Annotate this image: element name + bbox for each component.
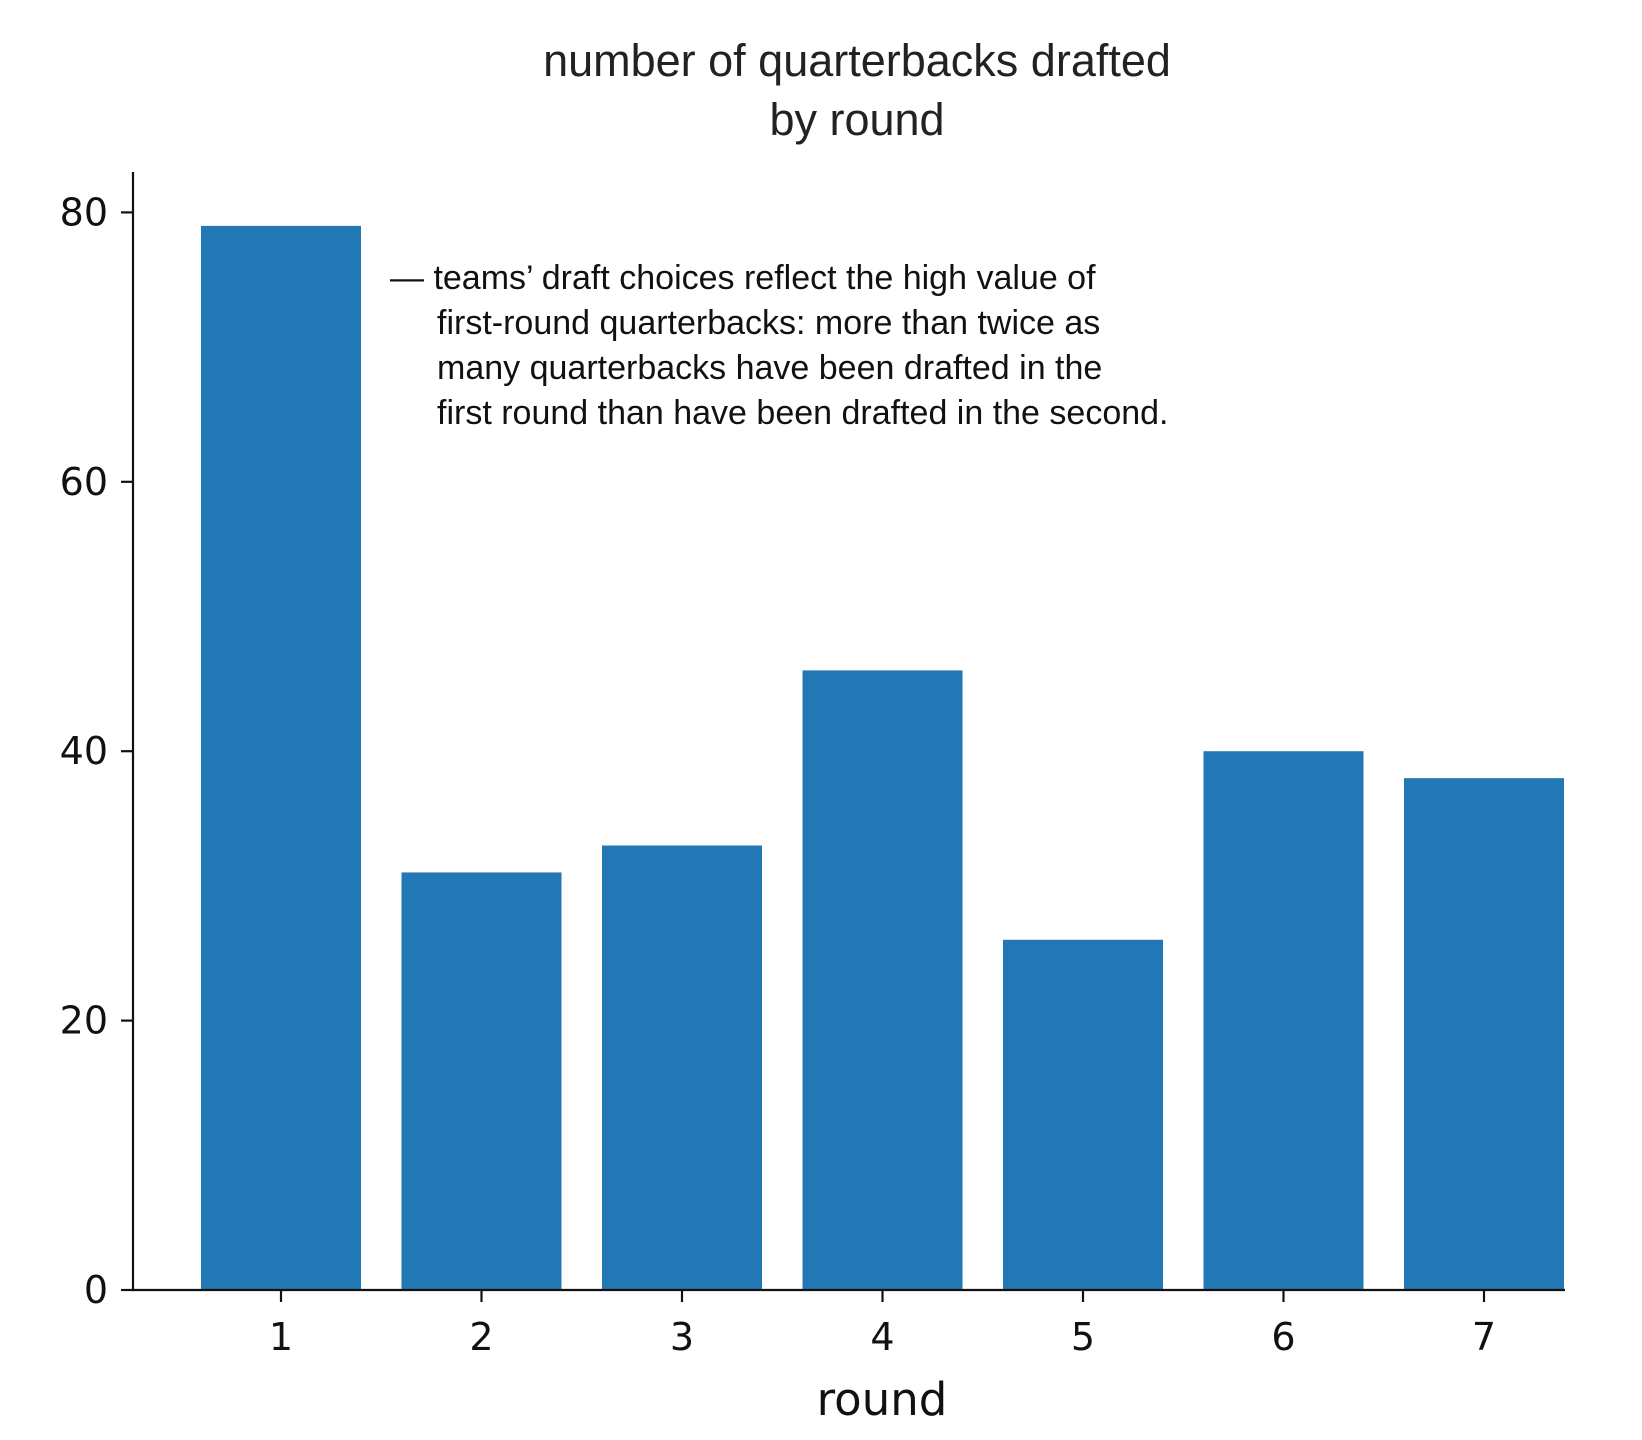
bar-round-5 [1003, 939, 1163, 1290]
x-tick-label: 2 [469, 1315, 493, 1359]
bar-round-7 [1404, 778, 1564, 1290]
annotation-line-4: first round than have been drafted in th… [437, 394, 1169, 432]
y-tick-label: 60 [60, 460, 108, 504]
x-tick-label: 3 [670, 1315, 694, 1359]
chart-title-line-2: by round [769, 94, 944, 145]
chart-title-line-1: number of quarterbacks drafted [543, 35, 1171, 86]
x-tick-label: 1 [269, 1315, 293, 1359]
bar-round-4 [802, 670, 963, 1290]
x-axis-label: round [817, 1373, 948, 1426]
bar-round-1 [201, 225, 361, 1290]
y-tick-label: 0 [84, 1268, 108, 1312]
y-tick-label: 20 [60, 999, 108, 1043]
annotation-line-3: many quarterbacks have been drafted in t… [437, 349, 1102, 387]
y-tick-label: 80 [60, 190, 108, 234]
bar-round-3 [602, 845, 762, 1290]
annotation: — teams’ draft choices reflect the high … [390, 259, 1169, 432]
x-tick-label: 4 [870, 1315, 894, 1359]
x-axis-ticks: 1 2 3 4 5 6 7 [269, 1290, 1496, 1359]
bars-group [201, 225, 1564, 1290]
bar-round-2 [401, 872, 562, 1290]
x-tick-label: 5 [1071, 1315, 1095, 1359]
y-tick-label: 40 [60, 729, 108, 773]
x-tick-label: 6 [1271, 1315, 1295, 1359]
y-axis-ticks: 0 20 40 60 80 [60, 190, 133, 1312]
bar-round-6 [1203, 751, 1364, 1290]
x-tick-label: 7 [1472, 1315, 1496, 1359]
annotation-line-1: — teams’ draft choices reflect the high … [390, 259, 1096, 297]
annotation-line-2: first-round quarterbacks: more than twic… [437, 304, 1100, 342]
